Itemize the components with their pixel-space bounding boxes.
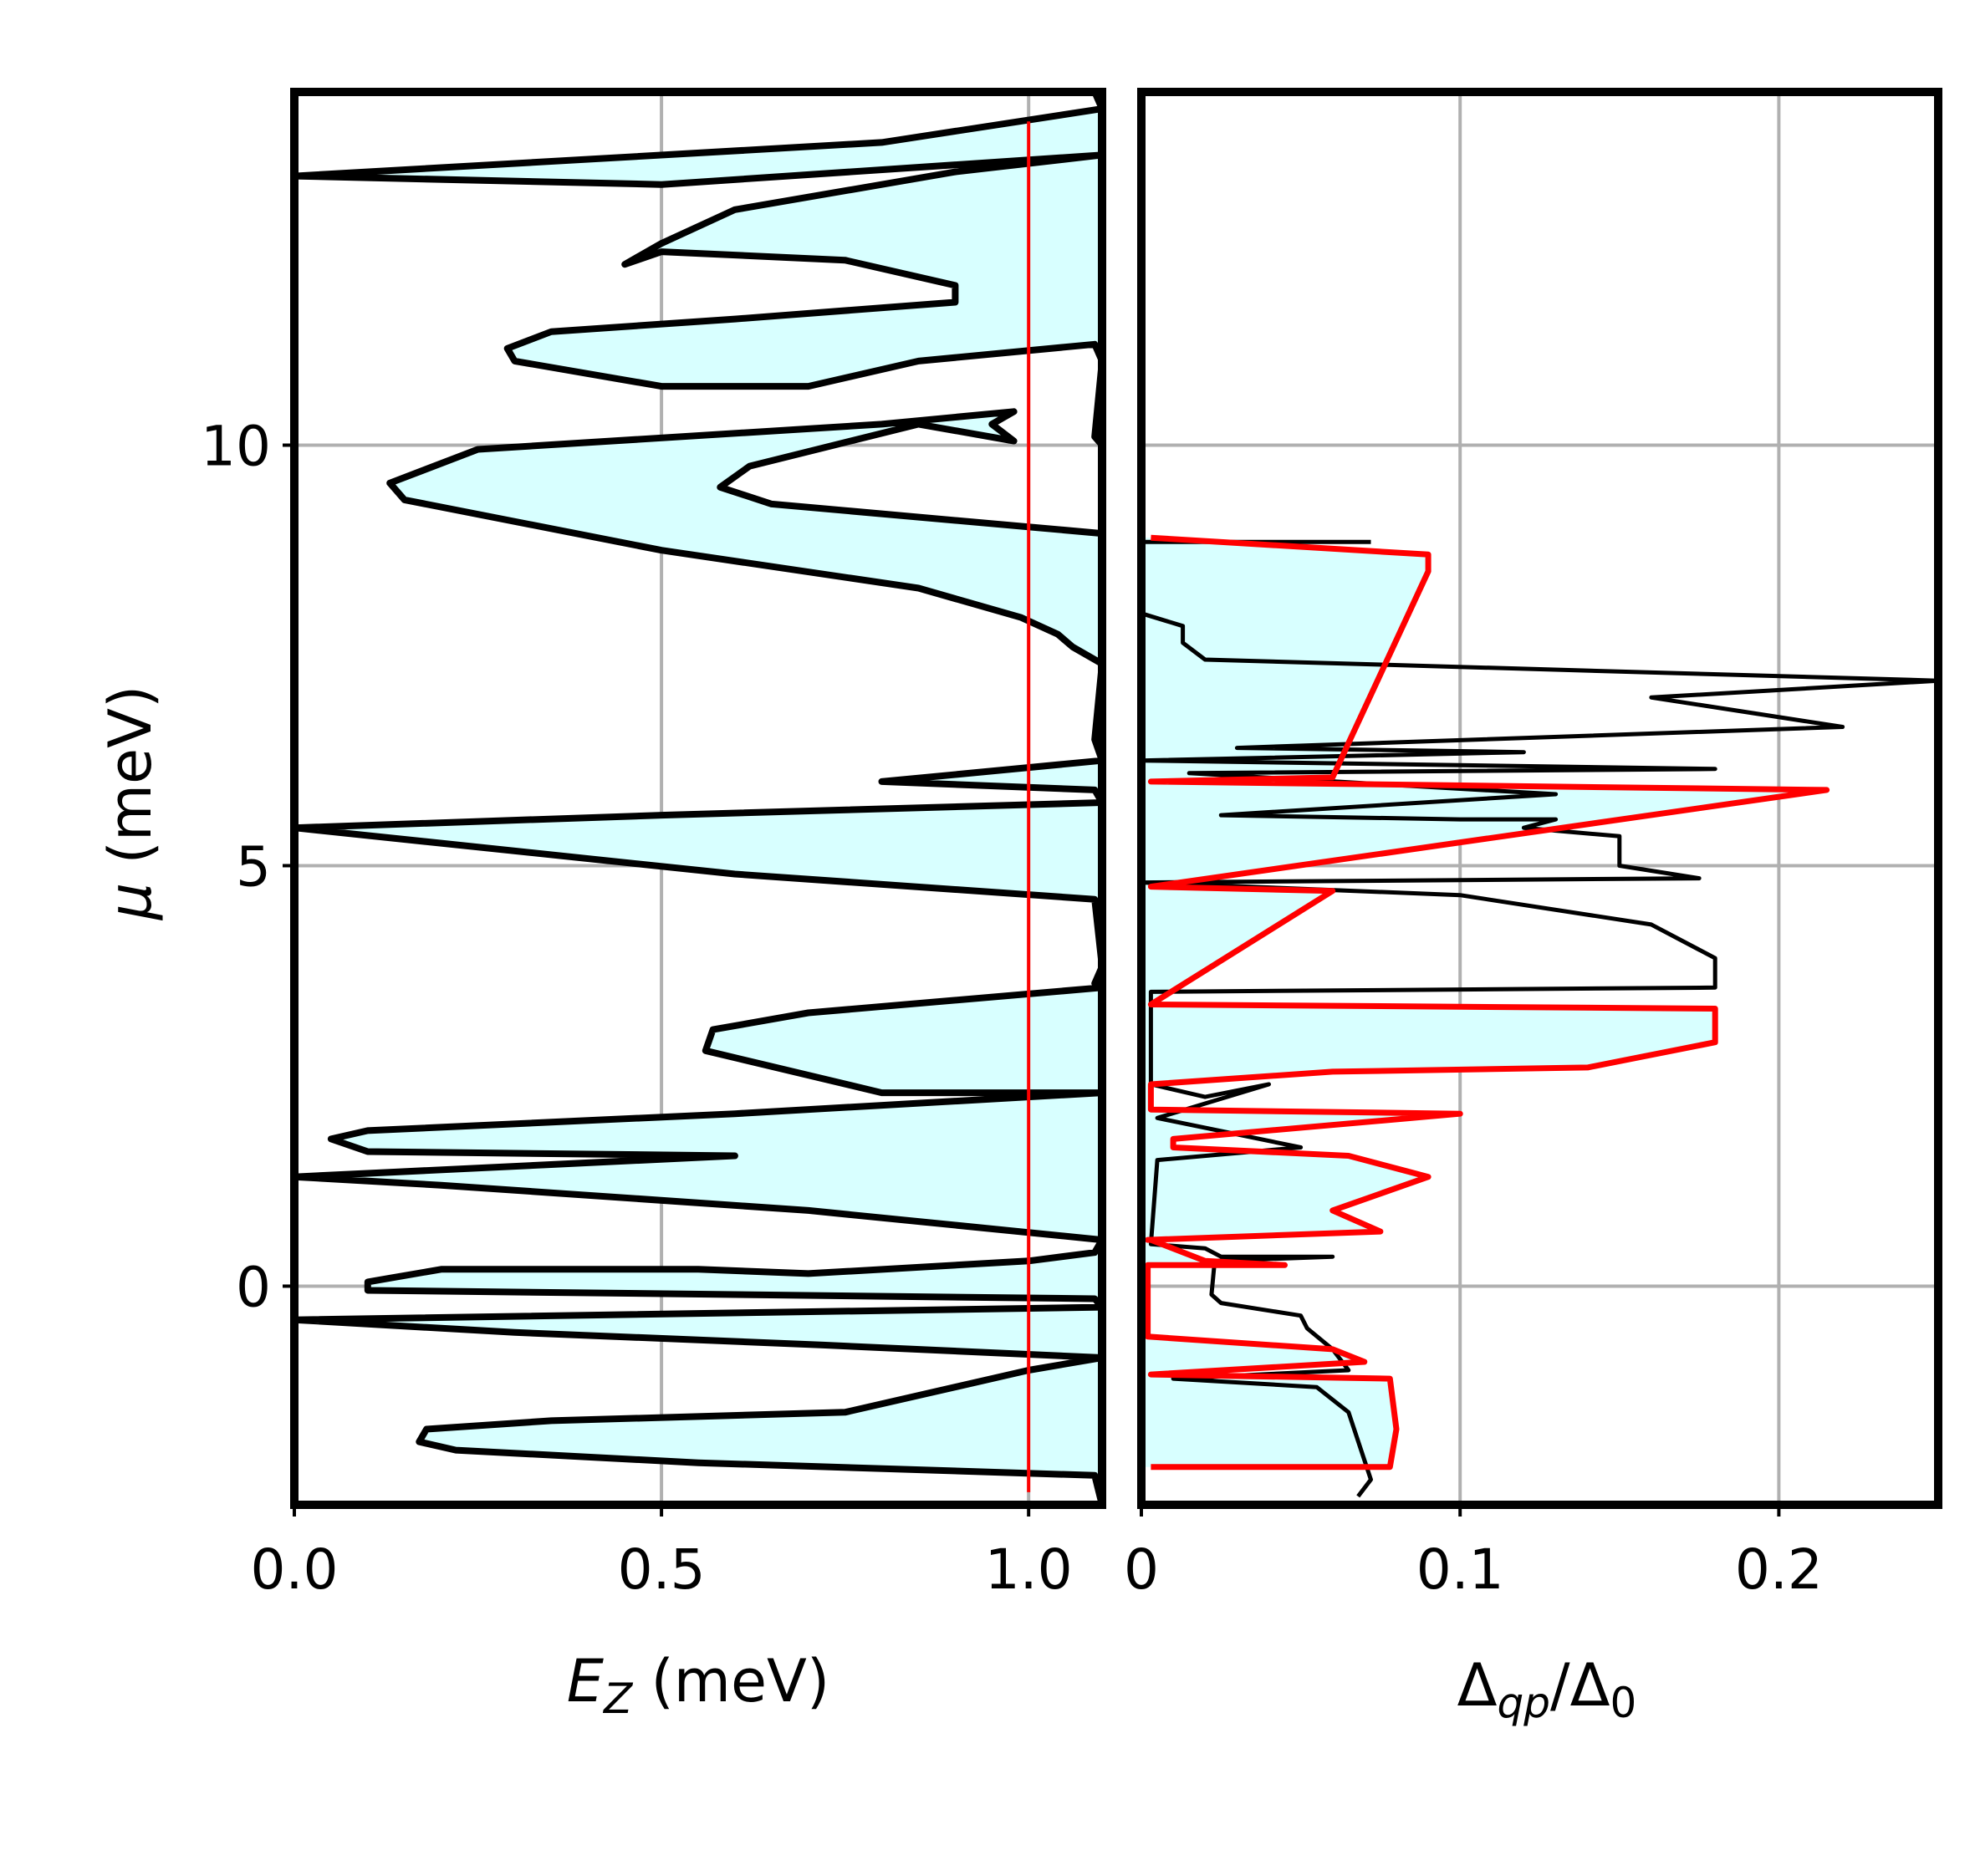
right-fill-polygon xyxy=(1141,538,1827,1467)
y-tick-label: 0 xyxy=(236,1255,271,1319)
right-x-axis-label: Δqp/Δ0 xyxy=(1457,1651,1637,1727)
x-tick-label: 1.0 xyxy=(985,1537,1073,1602)
right-series-lines xyxy=(1139,534,1941,1498)
left-panel: 0.0 0.5 1.0 0 5 10 xyxy=(201,88,1106,1602)
black-series-line xyxy=(1139,539,1941,1498)
left-y-ticks: 0 5 10 xyxy=(201,415,294,1319)
left-axes-frame xyxy=(290,88,1106,1509)
red-series-line xyxy=(1145,534,1830,1471)
left-x-axis-label: EZ (meV) xyxy=(567,1647,830,1723)
x-tick-label: 0.2 xyxy=(1735,1537,1823,1602)
left-x-ticks: 0.0 0.5 1.0 xyxy=(251,1505,1073,1602)
right-fill-area xyxy=(1141,538,1827,1467)
left-y-axis-label: μ (meV) xyxy=(96,686,165,921)
y-tick-label: 10 xyxy=(201,415,271,479)
right-panel: 0 0.1 0.2 xyxy=(1124,88,1942,1602)
x-tick-label: 0.5 xyxy=(618,1537,706,1602)
x-tick-label: 0 xyxy=(1124,1537,1159,1602)
x-tick-label: 0.0 xyxy=(251,1537,339,1602)
y-tick-label: 5 xyxy=(236,834,271,899)
left-series-line xyxy=(291,90,1105,1506)
x-tick-label: 0.1 xyxy=(1416,1537,1504,1602)
right-axes-frame xyxy=(1137,88,1942,1509)
left-boundary-curve xyxy=(291,90,1105,1506)
right-x-ticks: 0 0.1 0.2 xyxy=(1124,1505,1823,1602)
